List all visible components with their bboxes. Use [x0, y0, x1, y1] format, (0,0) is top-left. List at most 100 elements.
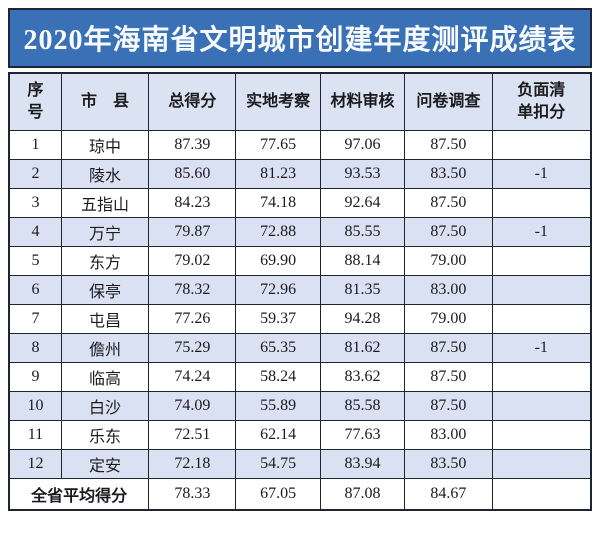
cell-deduction	[491, 420, 592, 450]
cell-material: 85.58	[319, 391, 406, 421]
average-cell-field: 67.05	[235, 478, 321, 511]
cell-survey: 87.50	[404, 188, 493, 218]
average-cell-total: 78.33	[148, 478, 237, 511]
cell-material: 88.14	[319, 246, 406, 276]
cell-material: 97.06	[319, 130, 406, 160]
cell-material: 81.62	[319, 333, 406, 363]
score-table: 序 号市 县总得分 实地考察 材料审核 问卷调查 负面清 单扣分 1 琼中 87.39 77.…	[8, 72, 592, 511]
average-cell-deduction	[491, 478, 592, 511]
cell-field: 81.23	[235, 159, 321, 189]
cell-deduction	[491, 362, 592, 392]
cell-material: 92.64	[319, 188, 406, 218]
cell-survey: 83.00	[404, 275, 493, 305]
column-header-no: 序 号	[8, 72, 62, 131]
cell-deduction	[491, 449, 592, 479]
table-row: 4 万宁 79.87 72.88 85.55 87.50 -1	[8, 217, 592, 247]
cell-total: 78.32	[148, 275, 237, 305]
cell-material: 77.63	[319, 420, 406, 450]
page-title: 2020年海南省文明城市创建年度测评成绩表	[23, 25, 577, 56]
cell-field: 74.18	[235, 188, 321, 218]
table-row: 1 琼中 87.39 77.65 97.06 87.50	[8, 130, 592, 160]
cell-survey: 83.00	[404, 420, 493, 450]
cell-survey: 87.50	[404, 362, 493, 392]
cell-field: 65.35	[235, 333, 321, 363]
cell-city: 琼中	[60, 130, 150, 160]
cell-deduction	[491, 391, 592, 421]
cell-deduction	[491, 304, 592, 334]
cell-material: 81.35	[319, 275, 406, 305]
cell-no: 8	[8, 333, 62, 363]
cell-total: 85.60	[148, 159, 237, 189]
cell-field: 77.65	[235, 130, 321, 160]
cell-total: 84.23	[148, 188, 237, 218]
cell-total: 77.26	[148, 304, 237, 334]
cell-city: 白沙	[60, 391, 150, 421]
cell-no: 9	[8, 362, 62, 392]
cell-city: 万宁	[60, 217, 150, 247]
average-cell-material: 87.08	[319, 478, 406, 511]
cell-total: 72.51	[148, 420, 237, 450]
table-row: 5 东方 79.02 69.90 88.14 79.00	[8, 246, 592, 276]
column-header-material: 材料审核	[319, 72, 406, 131]
column-header-city: 市 县	[60, 72, 150, 131]
column-header-total: 总得分	[148, 72, 237, 131]
cell-survey: 79.00	[404, 246, 493, 276]
cell-deduction	[491, 246, 592, 276]
table-row: 12 定安 72.18 54.75 83.94 83.50	[8, 449, 592, 479]
cell-deduction: -1	[491, 333, 592, 363]
cell-city: 屯昌	[60, 304, 150, 334]
cell-city: 东方	[60, 246, 150, 276]
cell-no: 11	[8, 420, 62, 450]
cell-no: 5	[8, 246, 62, 276]
cell-survey: 83.50	[404, 449, 493, 479]
cell-city: 定安	[60, 449, 150, 479]
table-row: 10 白沙 74.09 55.89 85.58 87.50	[8, 391, 592, 421]
cell-total: 79.87	[148, 217, 237, 247]
cell-city: 保亭	[60, 275, 150, 305]
cell-material: 93.53	[319, 159, 406, 189]
cell-field: 62.14	[235, 420, 321, 450]
cell-no: 7	[8, 304, 62, 334]
cell-no: 4	[8, 217, 62, 247]
cell-deduction	[491, 275, 592, 305]
cell-no: 10	[8, 391, 62, 421]
score-table-container: 序 号市 县总得分 实地考察 材料审核 问卷调查 负面清 单扣分 1 琼中 87.39 77.…	[8, 72, 592, 511]
table-row: 2 陵水 85.60 81.23 93.53 83.50 -1	[8, 159, 592, 189]
cell-survey: 79.00	[404, 304, 493, 334]
cell-survey: 83.50	[404, 159, 493, 189]
column-header-deduction: 负面清 单扣分	[491, 72, 592, 131]
cell-survey: 87.50	[404, 333, 493, 363]
cell-city: 陵水	[60, 159, 150, 189]
cell-field: 69.90	[235, 246, 321, 276]
table-row: 11 乐东 72.51 62.14 77.63 83.00	[8, 420, 592, 450]
cell-total: 79.02	[148, 246, 237, 276]
cell-city: 儋州	[60, 333, 150, 363]
cell-deduction: -1	[491, 217, 592, 247]
table-row: 6 保亭 78.32 72.96 81.35 83.00	[8, 275, 592, 305]
cell-no: 6	[8, 275, 62, 305]
cell-material: 83.62	[319, 362, 406, 392]
cell-field: 59.37	[235, 304, 321, 334]
cell-no: 2	[8, 159, 62, 189]
table-row: 7 屯昌 77.26 59.37 94.28 79.00	[8, 304, 592, 334]
cell-no: 1	[8, 130, 62, 160]
table-body: 1 琼中 87.39 77.65 97.06 87.50 2 陵水 85.60 81.23 93.5…	[8, 130, 592, 511]
cell-material: 85.55	[319, 217, 406, 247]
average-row-label: 全省平均得分	[8, 478, 150, 511]
cell-deduction: -1	[491, 159, 592, 189]
cell-survey: 87.50	[404, 391, 493, 421]
table-header: 序 号市 县总得分 实地考察 材料审核 问卷调查 负面清 单扣分	[8, 72, 592, 131]
cell-no: 12	[8, 449, 62, 479]
cell-field: 72.88	[235, 217, 321, 247]
cell-city: 乐东	[60, 420, 150, 450]
header-row: 序 号市 县总得分 实地考察 材料审核 问卷调查 负面清 单扣分	[8, 72, 592, 131]
cell-total: 72.18	[148, 449, 237, 479]
cell-total: 74.09	[148, 391, 237, 421]
table-row: 9 临高 74.24 58.24 83.62 87.50	[8, 362, 592, 392]
cell-total: 74.24	[148, 362, 237, 392]
title-banner: 2020年海南省文明城市创建年度测评成绩表	[8, 8, 592, 68]
cell-field: 55.89	[235, 391, 321, 421]
cell-total: 87.39	[148, 130, 237, 160]
average-row: 全省平均得分 78.33 67.05 87.08 84.67	[8, 478, 592, 511]
